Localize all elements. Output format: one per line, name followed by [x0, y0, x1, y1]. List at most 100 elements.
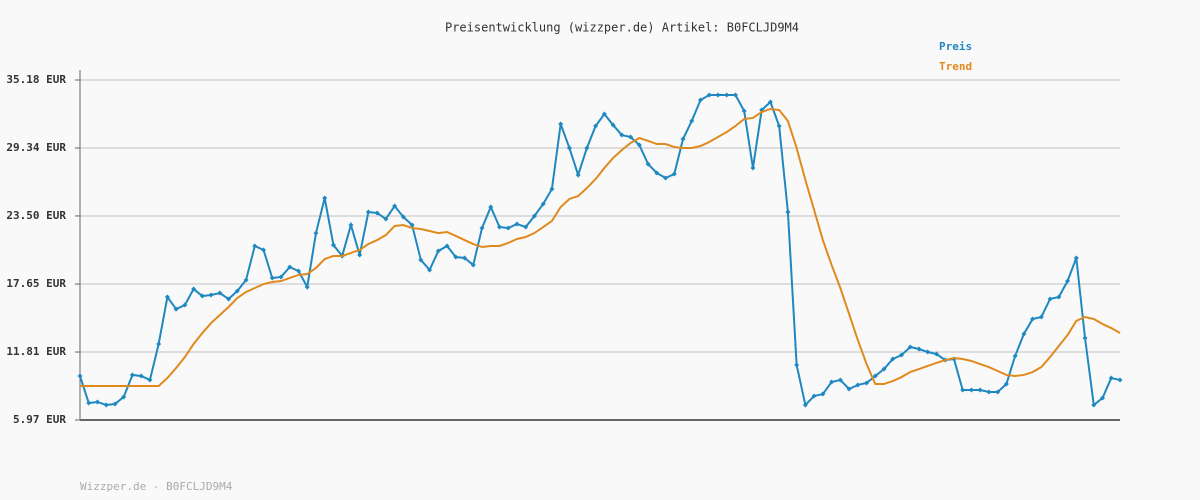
data-point: [619, 132, 625, 138]
data-point: [400, 214, 406, 220]
data-point: [261, 247, 267, 253]
y-tick-label: 17.65 EUR: [6, 277, 66, 290]
data-point: [444, 243, 450, 249]
data-point: [147, 377, 153, 383]
data-point: [269, 275, 275, 281]
data-point: [1030, 316, 1036, 322]
data-point: [689, 118, 695, 124]
data-point: [357, 252, 363, 258]
watermark: Wizzper.de - B0FCLJD9M4: [80, 480, 233, 493]
data-point: [138, 373, 144, 379]
data-point: [960, 387, 966, 393]
data-point: [199, 293, 205, 299]
data-point: [1047, 296, 1053, 302]
data-point: [1038, 314, 1044, 320]
data-point: [156, 341, 162, 347]
data-point: [916, 346, 922, 352]
data-point: [776, 123, 782, 129]
data-point: [802, 402, 808, 408]
data-point: [767, 99, 773, 105]
data-point: [732, 92, 738, 98]
data-point: [427, 267, 433, 273]
chart-title: Preisentwicklung (wizzper.de) Artikel: B…: [445, 21, 799, 35]
data-point: [855, 382, 861, 388]
data-point: [820, 391, 826, 397]
y-tick-label: 35.18 EUR: [6, 73, 66, 86]
data-point: [566, 145, 572, 151]
data-point: [636, 142, 642, 148]
data-point: [392, 203, 398, 209]
data-point: [837, 377, 843, 383]
data-point: [330, 242, 336, 248]
data-point: [191, 286, 197, 292]
data-point: [278, 274, 284, 280]
data-point: [374, 210, 380, 216]
data-point: [226, 296, 232, 302]
data-point: [671, 171, 677, 177]
data-point: [365, 209, 371, 215]
data-point: [698, 97, 704, 103]
data-point: [453, 254, 459, 260]
data-point: [234, 288, 240, 294]
data-point: [164, 294, 170, 300]
data-point: [243, 277, 249, 283]
data-point: [715, 92, 721, 98]
data-point: [505, 225, 511, 231]
data-point: [968, 387, 974, 393]
data-point: [1100, 395, 1106, 401]
data-point: [899, 352, 905, 358]
data-point: [724, 92, 730, 98]
data-point: [217, 290, 223, 296]
data-point: [1117, 377, 1123, 383]
series-line: [80, 107, 1121, 388]
data-point: [549, 186, 555, 192]
data-point: [977, 387, 983, 393]
legend-label: Trend: [939, 60, 972, 73]
data-point: [1065, 278, 1071, 284]
data-point: [645, 161, 651, 167]
data-point: [322, 195, 328, 201]
data-point: [846, 386, 852, 392]
data-point: [995, 389, 1001, 395]
legend-label: Preis: [939, 40, 972, 53]
data-point: [287, 264, 293, 270]
data-point: [864, 380, 870, 386]
data-point: [925, 349, 931, 355]
data-point: [741, 108, 747, 114]
data-point: [208, 292, 214, 298]
data-point: [785, 209, 791, 215]
data-point: [601, 111, 607, 117]
data-point: [383, 216, 389, 222]
data-point: [628, 134, 634, 140]
data-point: [933, 351, 939, 357]
data-point: [986, 389, 992, 395]
y-tick-label: 23.50 EUR: [6, 209, 66, 222]
data-point: [811, 393, 817, 399]
data-point: [1021, 331, 1027, 337]
data-point: [593, 123, 599, 129]
y-tick-label: 29.34 EUR: [6, 141, 66, 154]
data-point: [409, 222, 415, 228]
data-point: [173, 306, 179, 312]
data-point: [1091, 402, 1097, 408]
data-point: [86, 400, 92, 406]
data-point: [872, 373, 878, 379]
data-point: [575, 172, 581, 178]
data-point: [881, 366, 887, 372]
data-point: [794, 362, 800, 368]
data-point: [479, 225, 485, 231]
data-point: [1003, 381, 1009, 387]
data-point: [304, 284, 310, 290]
data-point: [94, 399, 100, 405]
data-point: [750, 165, 756, 171]
data-point: [829, 379, 835, 385]
data-point: [496, 224, 502, 230]
data-point: [103, 402, 109, 408]
data-point: [663, 175, 669, 181]
data-point: [654, 170, 660, 176]
data-point: [1056, 294, 1062, 300]
data-point: [680, 136, 686, 142]
